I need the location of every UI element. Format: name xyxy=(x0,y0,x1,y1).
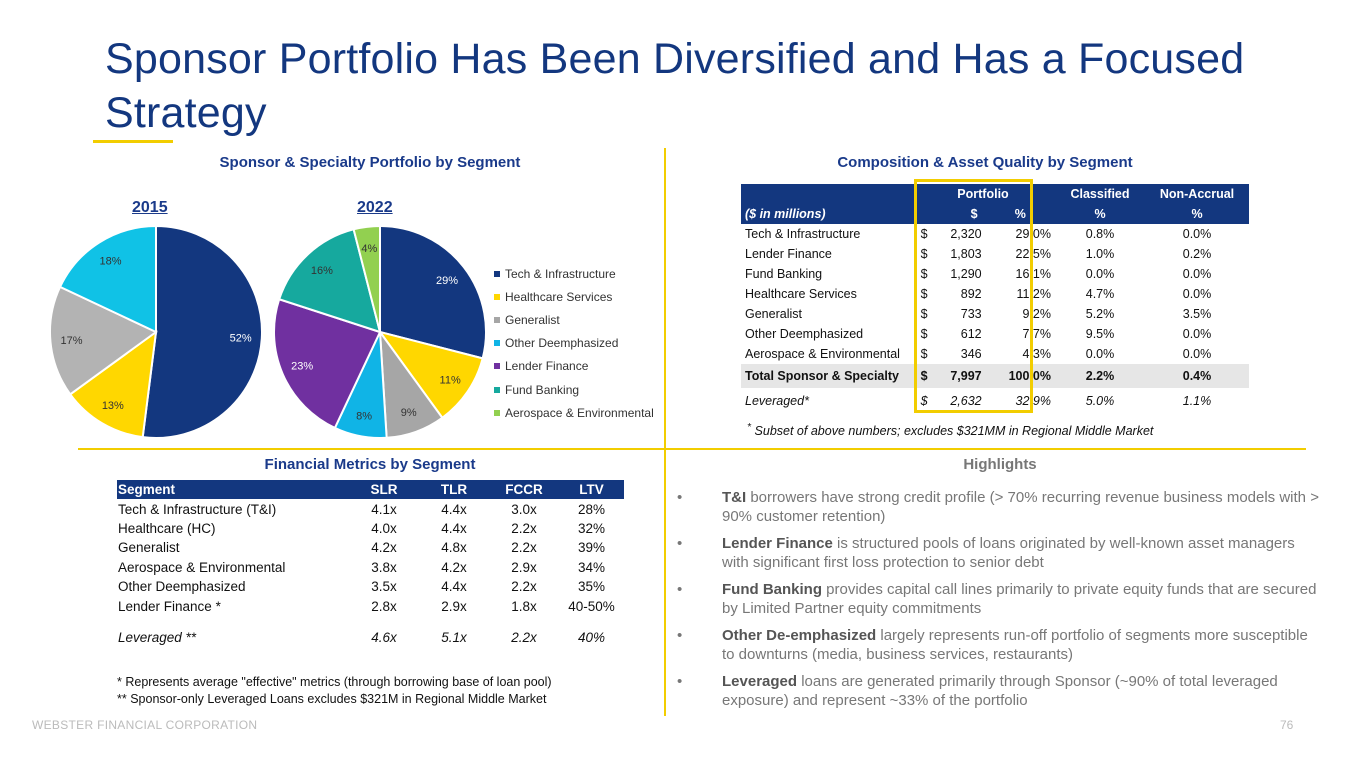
pie-slice-healthcare-services xyxy=(68,329,158,439)
financial-row: Generalist 4.2x 4.8x 2.2x 39% xyxy=(118,540,606,556)
legend-swatch xyxy=(494,293,500,300)
pie-slice-generalist xyxy=(49,285,158,396)
financial-heading: Financial Metrics by Segment xyxy=(264,456,476,473)
bullet-icon: • xyxy=(677,673,683,690)
bullet-icon: • xyxy=(677,535,683,552)
legend-swatch xyxy=(494,270,500,277)
legend-item: Generalist xyxy=(494,308,654,331)
financial-table: Segment SLR TLR FCCR LTV Tech & Infrastr… xyxy=(117,480,624,650)
composition-row: Fund Banking $1,290 16.1% 0.0% 0.0% xyxy=(745,267,1212,281)
financial-header-row: Segment SLR TLR FCCR LTV xyxy=(117,480,624,500)
pie-data-label: 8% xyxy=(356,410,372,422)
composition-row: Lender Finance $1,803 22.5% 1.0% 0.2% xyxy=(745,247,1212,261)
pie-data-label: 23% xyxy=(291,361,313,373)
year-2022-label: 2022 xyxy=(357,199,393,216)
financial-row: Other Deemphasized 3.5x 4.4x 2.2x 35% xyxy=(118,579,606,595)
pie-legend: Tech & Infrastructure Healthcare Services… xyxy=(494,262,654,424)
units-header: ($ in millions) xyxy=(741,204,911,224)
financial-row: Aerospace & Environmental 3.8x 4.2x 2.9x 34% xyxy=(118,559,606,575)
bullet-icon: • xyxy=(677,581,683,598)
financial-row: Lender Finance * 2.8x 2.9x 1.8x 40-50% xyxy=(118,598,615,614)
legend-swatch xyxy=(494,409,500,416)
pie-2015: 52% 13% 17% 18% xyxy=(49,224,263,439)
pie-slice-fund-banking xyxy=(277,228,382,334)
pie-data-label: 29% xyxy=(436,275,458,287)
classified-pct-header: % xyxy=(1055,204,1145,224)
pie-data-label: 18% xyxy=(100,255,122,267)
composition-leveraged-row: Leveraged* $2,632 32.9% 5.0% 1.1% xyxy=(745,394,1212,408)
financial-notes: * Represents average "effective" metrics… xyxy=(117,674,552,708)
pie-data-label: 13% xyxy=(102,400,124,412)
page-number: 76 xyxy=(1280,718,1294,732)
financial-row: Healthcare (HC) 4.0x 4.4x 2.2x 32% xyxy=(118,520,606,536)
pie-data-label: 11% xyxy=(440,375,461,387)
bullet-icon: • xyxy=(677,489,683,506)
pie-slice-tech-infrastructure xyxy=(141,224,263,439)
pie-slice-lender-finance xyxy=(273,297,382,430)
highlights-list: • T&I borrowers have strong credit profil… xyxy=(672,488,1322,718)
legend-swatch xyxy=(494,386,500,393)
footer-company: WEBSTER FINANCIAL CORPORATION xyxy=(32,718,258,732)
pie-slice-healthcare-services xyxy=(377,330,484,420)
composition-header-row-1: Portfolio Classified Non-Accrual xyxy=(741,184,1249,204)
year-2015-label: 2015 xyxy=(132,199,168,216)
pie-2022: 29% 11% 9% 8% 23% 16% 4% xyxy=(273,224,487,439)
composition-table: Portfolio Classified Non-Accrual ($ in m… xyxy=(741,184,1249,414)
pie-data-label: 52% xyxy=(230,332,252,344)
legend-item: Tech & Infrastructure xyxy=(494,262,654,285)
legend-swatch xyxy=(494,363,500,370)
pct-header: % xyxy=(985,204,1055,224)
bullet-icon: • xyxy=(677,627,683,644)
dollar-header: $ xyxy=(911,204,986,224)
title-underline xyxy=(93,140,173,143)
legend-swatch xyxy=(494,316,500,323)
pie-data-label: 16% xyxy=(311,265,333,277)
portfolio-highlight-box xyxy=(914,179,1033,413)
legend-item: Healthcare Services xyxy=(494,285,654,308)
composition-row: Healthcare Services $892 11.2% 4.7% 0.0% xyxy=(745,287,1212,301)
pie-data-label: 9% xyxy=(401,407,417,419)
pie-section-heading: Sponsor & Specialty Portfolio by Segment xyxy=(219,154,521,171)
financial-note-1: * Represents average "effective" metrics… xyxy=(117,675,552,689)
composition-row: Tech & Infrastructure $2,320 29.0% 0.8% 0.0% xyxy=(745,227,1212,241)
vertical-divider xyxy=(664,148,666,716)
financial-leveraged-row: Leveraged ** 4.6x 5.1x 2.2x 40% xyxy=(118,630,606,646)
pie-data-label: 4% xyxy=(361,243,377,255)
financial-note-2: ** Sponsor-only Leveraged Loans excludes… xyxy=(117,692,547,706)
nonaccrual-header: Non-Accrual xyxy=(1145,184,1249,204)
highlight-item: • Leveraged loans are generated primarily… xyxy=(677,673,1278,709)
highlight-item: • Other De-emphasized largely represents … xyxy=(677,627,1308,663)
composition-footnote: * Subset of above numbers; excludes $321… xyxy=(747,422,1154,439)
composition-row: Other Deemphasized $612 7.7% 9.5% 0.0% xyxy=(745,327,1212,341)
legend-item: Other Deemphasized xyxy=(494,332,654,355)
pie-charts: 52% 13% 17% 18% 29% 11% 9% 8% 23% 16% 4% xyxy=(49,224,487,439)
composition-row: Aerospace & Environmental $346 4.3% 0.0% 0.0… xyxy=(745,347,1212,361)
highlight-item: • Lender Finance is structured pools of l… xyxy=(677,535,1295,571)
composition-row: Generalist $733 9.2% 5.2% 3.5% xyxy=(745,307,1212,321)
pie-data-label: 17% xyxy=(61,335,83,347)
highlight-item: • T&I borrowers have strong credit profil… xyxy=(677,489,1319,525)
pie-slice-other-deemphasized xyxy=(58,224,157,334)
legend-swatch xyxy=(494,340,500,347)
highlight-item: • Fund Banking provides capital call line… xyxy=(677,581,1317,617)
legend-item: Fund Banking xyxy=(494,378,654,401)
highlights-heading: Highlights xyxy=(963,456,1037,473)
nonaccrual-pct-header: % xyxy=(1145,204,1249,224)
pie-slice-aerospace-environmental xyxy=(352,224,381,333)
page-title: Sponsor Portfolio Has Been Diversified a… xyxy=(105,35,1245,137)
composition-heading: Composition & Asset Quality by Segment xyxy=(837,154,1133,171)
composition-total-row: Total Sponsor & Specialty $7,997 100.0% 2.2… xyxy=(741,364,1249,388)
portfolio-header: Portfolio xyxy=(911,184,1055,204)
financial-row: Tech & Infrastructure (T&I) 4.1x 4.4x 3.0x 2… xyxy=(118,501,606,517)
legend-item: Lender Finance xyxy=(494,355,654,378)
pie-slice-tech-infrastructure xyxy=(379,224,487,360)
classified-header: Classified xyxy=(1055,184,1145,204)
legend-item: Aerospace & Environmental xyxy=(494,401,654,424)
composition-header-row-2: ($ in millions) $ % % % xyxy=(741,204,1249,224)
horizontal-divider xyxy=(78,448,1306,450)
